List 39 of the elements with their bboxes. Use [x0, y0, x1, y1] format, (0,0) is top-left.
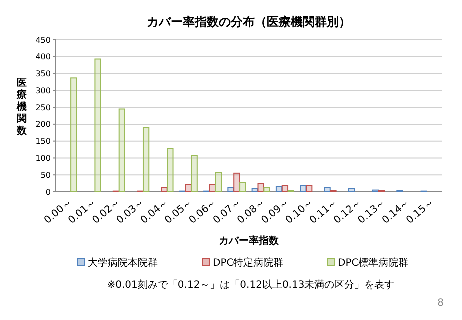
bar	[191, 155, 198, 192]
text: ※0.01刻みで「0.12～」は「0.12以上0.13未満の区分」を表す	[107, 279, 395, 291]
bar	[161, 187, 168, 192]
bar	[324, 187, 331, 192]
legend-label: DPC特定病院群	[213, 257, 284, 269]
bar	[282, 185, 289, 192]
bar	[185, 184, 192, 192]
bar	[300, 185, 307, 192]
bar	[306, 185, 313, 192]
bar	[94, 58, 102, 192]
y-tick-label: 200	[36, 120, 51, 130]
y-axis-title: 医療機関数	[16, 77, 28, 137]
y-tick-label: 450	[36, 36, 51, 45]
text: 8	[438, 298, 444, 309]
y-tick-label: 300	[36, 86, 51, 96]
chart-title: カバー率指数の分布（医療機関群別）	[147, 15, 351, 29]
bar	[240, 182, 246, 192]
bar	[252, 188, 258, 192]
y-tick-label: 50	[40, 170, 51, 180]
bar	[234, 172, 240, 192]
legend-label: DPC標準病院群	[338, 257, 409, 269]
y-tick-label: 400	[36, 52, 51, 62]
bar	[142, 127, 150, 192]
y-tick-label: 250	[36, 103, 51, 112]
bar	[228, 187, 234, 192]
bar	[276, 186, 283, 192]
bar	[264, 187, 270, 192]
y-tick-label: 150	[36, 137, 51, 146]
y-tick-label: 100	[36, 154, 51, 164]
bar	[70, 78, 78, 192]
bar	[209, 184, 216, 192]
bar	[215, 172, 222, 192]
y-tick-label: 350	[36, 70, 51, 79]
bar	[118, 108, 126, 192]
y-tick-label: 0	[46, 188, 51, 197]
bar	[348, 188, 356, 192]
x-axis-title: カバー率指数	[219, 235, 280, 247]
legend-label: 大学病院本院群	[88, 257, 158, 269]
bar	[167, 148, 174, 192]
